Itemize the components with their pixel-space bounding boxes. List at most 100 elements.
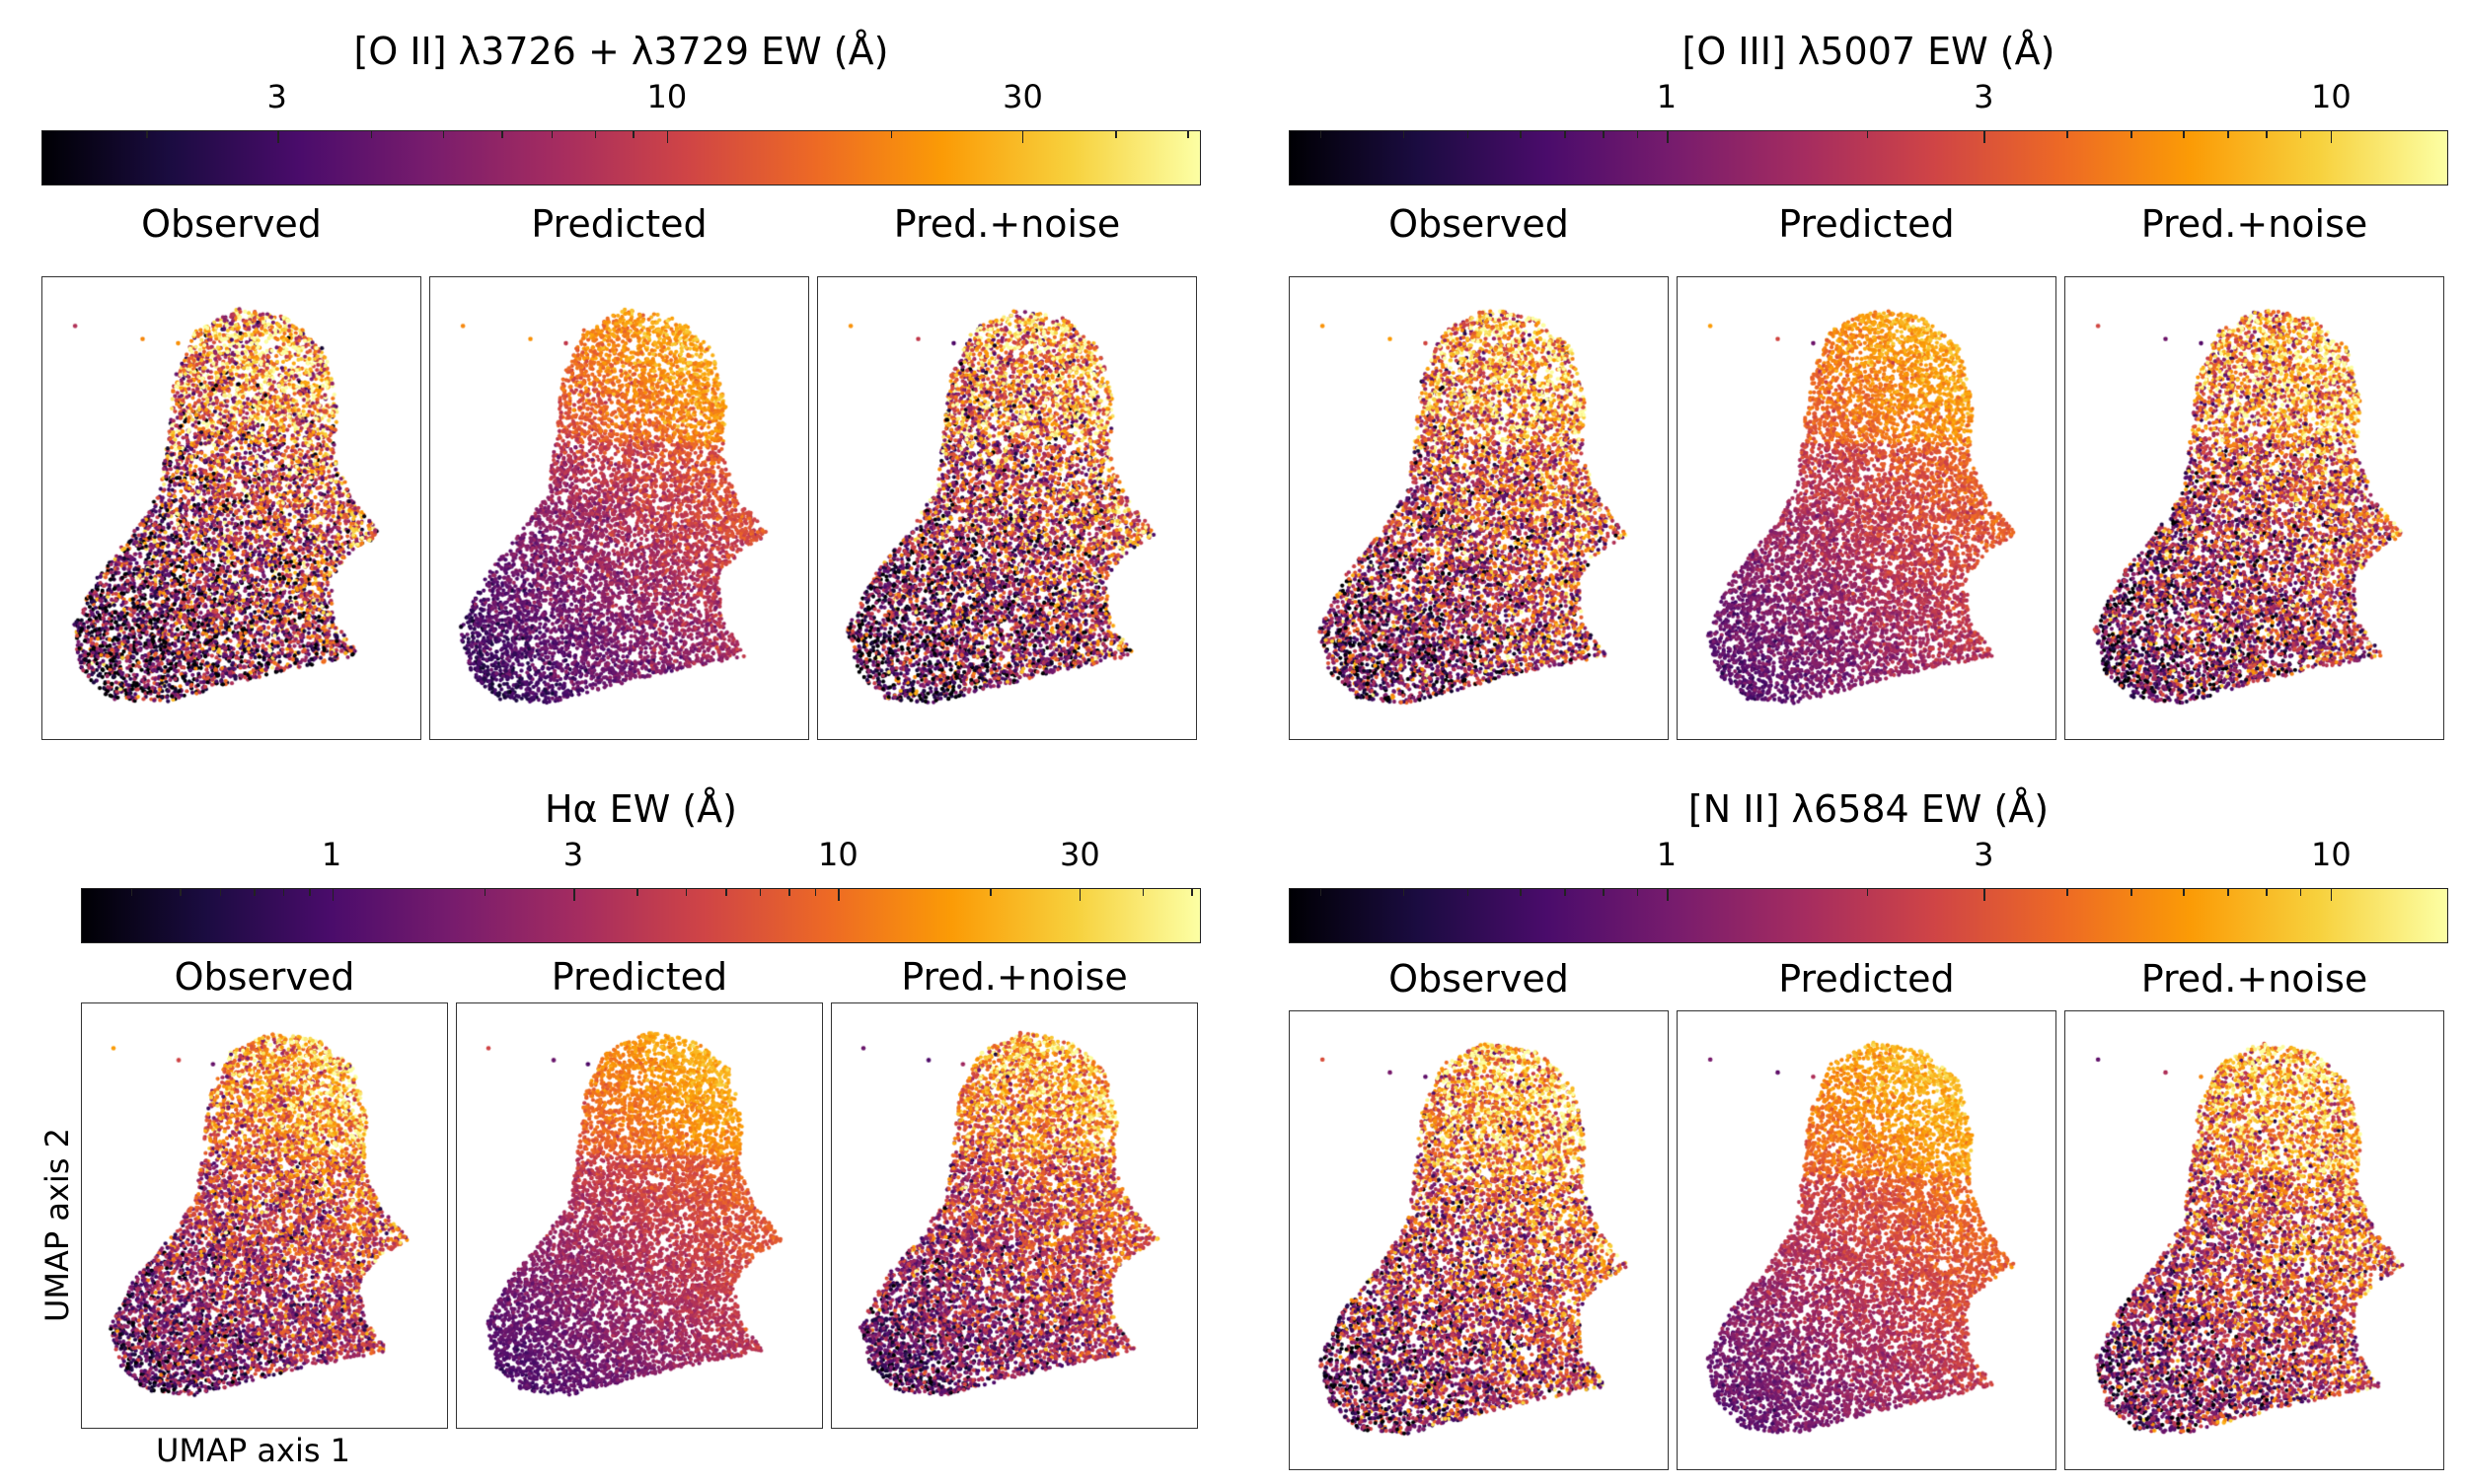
colorbar-minor-tick [1466,131,1469,138]
colorbar-major-tick [838,889,840,901]
colorbar-major-tick [1079,889,1082,901]
scatter-plot-area [41,276,421,740]
colorbar-minor-tick [2299,131,2302,138]
panel-predicted: Predicted [1677,202,2056,740]
panel-title: Observed [1388,202,1569,246]
colorbar-tick-labels: 1 3 10 [1289,837,2448,872]
scatter-plot-area [1289,276,1669,740]
scatter-points [1290,277,1668,739]
colorbar [1289,130,2448,186]
colorbar-minor-tick [2299,889,2302,896]
colorbar-tick-labels: 3 10 30 [41,79,1201,114]
panel-observed: Observed [1289,957,1669,1470]
colorbar-tick-labels: 1 3 10 [1289,79,2448,114]
colorbar-minor-tick [1187,131,1189,138]
colorbar-minor-tick [759,889,762,896]
chart-title: [N II] λ6584 EW (Å) [1687,787,2050,831]
colorbar-major-tick [1667,131,1669,143]
colorbar-minor-tick [2227,889,2229,896]
colorbar-tick-label: 3 [266,78,287,115]
colorbar-minor-tick [2066,889,2068,896]
colorbar-tick-label: 3 [1974,836,1994,873]
panel-title: Pred.+noise [901,955,1128,999]
colorbar-minor-tick [309,889,311,896]
scatter-plot-area [2064,1010,2444,1470]
scatter-points [42,277,420,739]
colorbar-minor-tick [180,889,182,896]
colorbar-major-tick [1021,131,1024,143]
colorbar-tick-label: 1 [1656,78,1678,115]
panel-predicted: Predicted [1677,957,2056,1470]
colorbar-tick-label: 1 [321,836,342,873]
y-axis-label: UMAP axis 2 [38,1127,76,1322]
colorbar-minor-tick [1520,131,1522,138]
panel-title: Predicted [1778,202,1955,246]
colorbar-minor-tick [442,131,445,138]
colorbar-tick-label: 10 [646,78,688,115]
colorbar-minor-tick [1636,889,1639,896]
chart-nii: [N II] λ6584 EW (Å) 1 3 10 Observed Predic… [1289,787,2448,1470]
colorbar-minor-tick [725,889,727,896]
colorbar-minor-tick [594,131,597,138]
colorbar-major-tick [1667,889,1669,901]
colorbar-minor-tick [1603,131,1605,138]
scatter-points [1678,277,2055,739]
chart-oiii: [O III] λ5007 EW (Å) 1 3 10 Observed Predi… [1289,30,2448,740]
panel-observed: Observed [41,202,421,740]
chart-title: Hα EW (Å) [544,787,737,831]
colorbar-minor-tick [1402,131,1405,138]
colorbar-minor-tick [1466,889,1469,896]
colorbar-minor-tick [1564,131,1566,138]
scatter-points [457,1003,822,1428]
colorbar-major-tick [2330,889,2333,901]
panel-title: Observed [1388,957,1569,1001]
chart-halpha: Hα EW (Å) 1 3 10 30 Observed Predicted Pred… [81,787,1201,1429]
chart-oii: [O II] λ3726 + λ3729 EW (Å) 3 10 30 Observ… [41,30,1201,740]
colorbar-minor-tick [219,889,222,896]
colorbar-major-tick [2330,131,2333,143]
colorbar-minor-tick [990,889,992,896]
colorbar-minor-tick [2183,131,2185,138]
colorbar-minor-tick [633,131,635,138]
colorbar-tick-label: 3 [1974,78,1994,115]
panel-predicted: Predicted [429,202,809,740]
panel-title: Pred.+noise [2140,202,2368,246]
colorbar-minor-tick [1319,131,1322,138]
colorbar-minor-tick [814,889,817,896]
colorbar [41,130,1201,186]
panel-pred-noise: Pred.+noise [2064,957,2444,1470]
chart-title: [O III] λ5007 EW (Å) [1681,30,2055,73]
panel-title: Predicted [531,202,708,246]
colorbar-tick-label: 10 [2311,836,2352,873]
colorbar-minor-tick [254,889,256,896]
colorbar-minor-tick [2130,131,2132,138]
scatter-points [1678,1011,2055,1469]
panel-title: Predicted [1778,957,1955,1001]
colorbar-major-tick [1983,131,1985,143]
scatter-plot-area [456,1002,823,1429]
colorbar-tick-label: 30 [1060,836,1100,873]
colorbar-minor-tick [282,889,285,896]
panel-observed: Observed [1289,202,1669,740]
chart-title: [O II] λ3726 + λ3729 EW (Å) [353,30,889,73]
colorbar-minor-tick [1191,889,1193,896]
colorbar-minor-tick [146,131,148,138]
colorbar-minor-tick [1866,889,1869,896]
scatter-points [82,1003,447,1428]
colorbar-minor-tick [2266,131,2268,138]
colorbar-minor-tick [1402,889,1405,896]
scatter-points [1290,1011,1668,1469]
scatter-plot-area [1677,1010,2056,1470]
colorbar-minor-tick [890,131,893,138]
colorbar-minor-tick [2227,131,2229,138]
colorbar-minor-tick [2183,889,2185,896]
colorbar-major-tick [277,131,279,143]
x-axis-label: UMAP axis 1 [156,1432,351,1469]
colorbar-minor-tick [551,131,554,138]
panel-pred-noise: Pred.+noise [2064,202,2444,740]
scatter-points [832,1003,1197,1428]
panel-title: Observed [174,955,355,999]
scatter-plot-area [1289,1010,1669,1470]
colorbar-minor-tick [1520,889,1522,896]
colorbar-minor-tick [130,889,133,896]
